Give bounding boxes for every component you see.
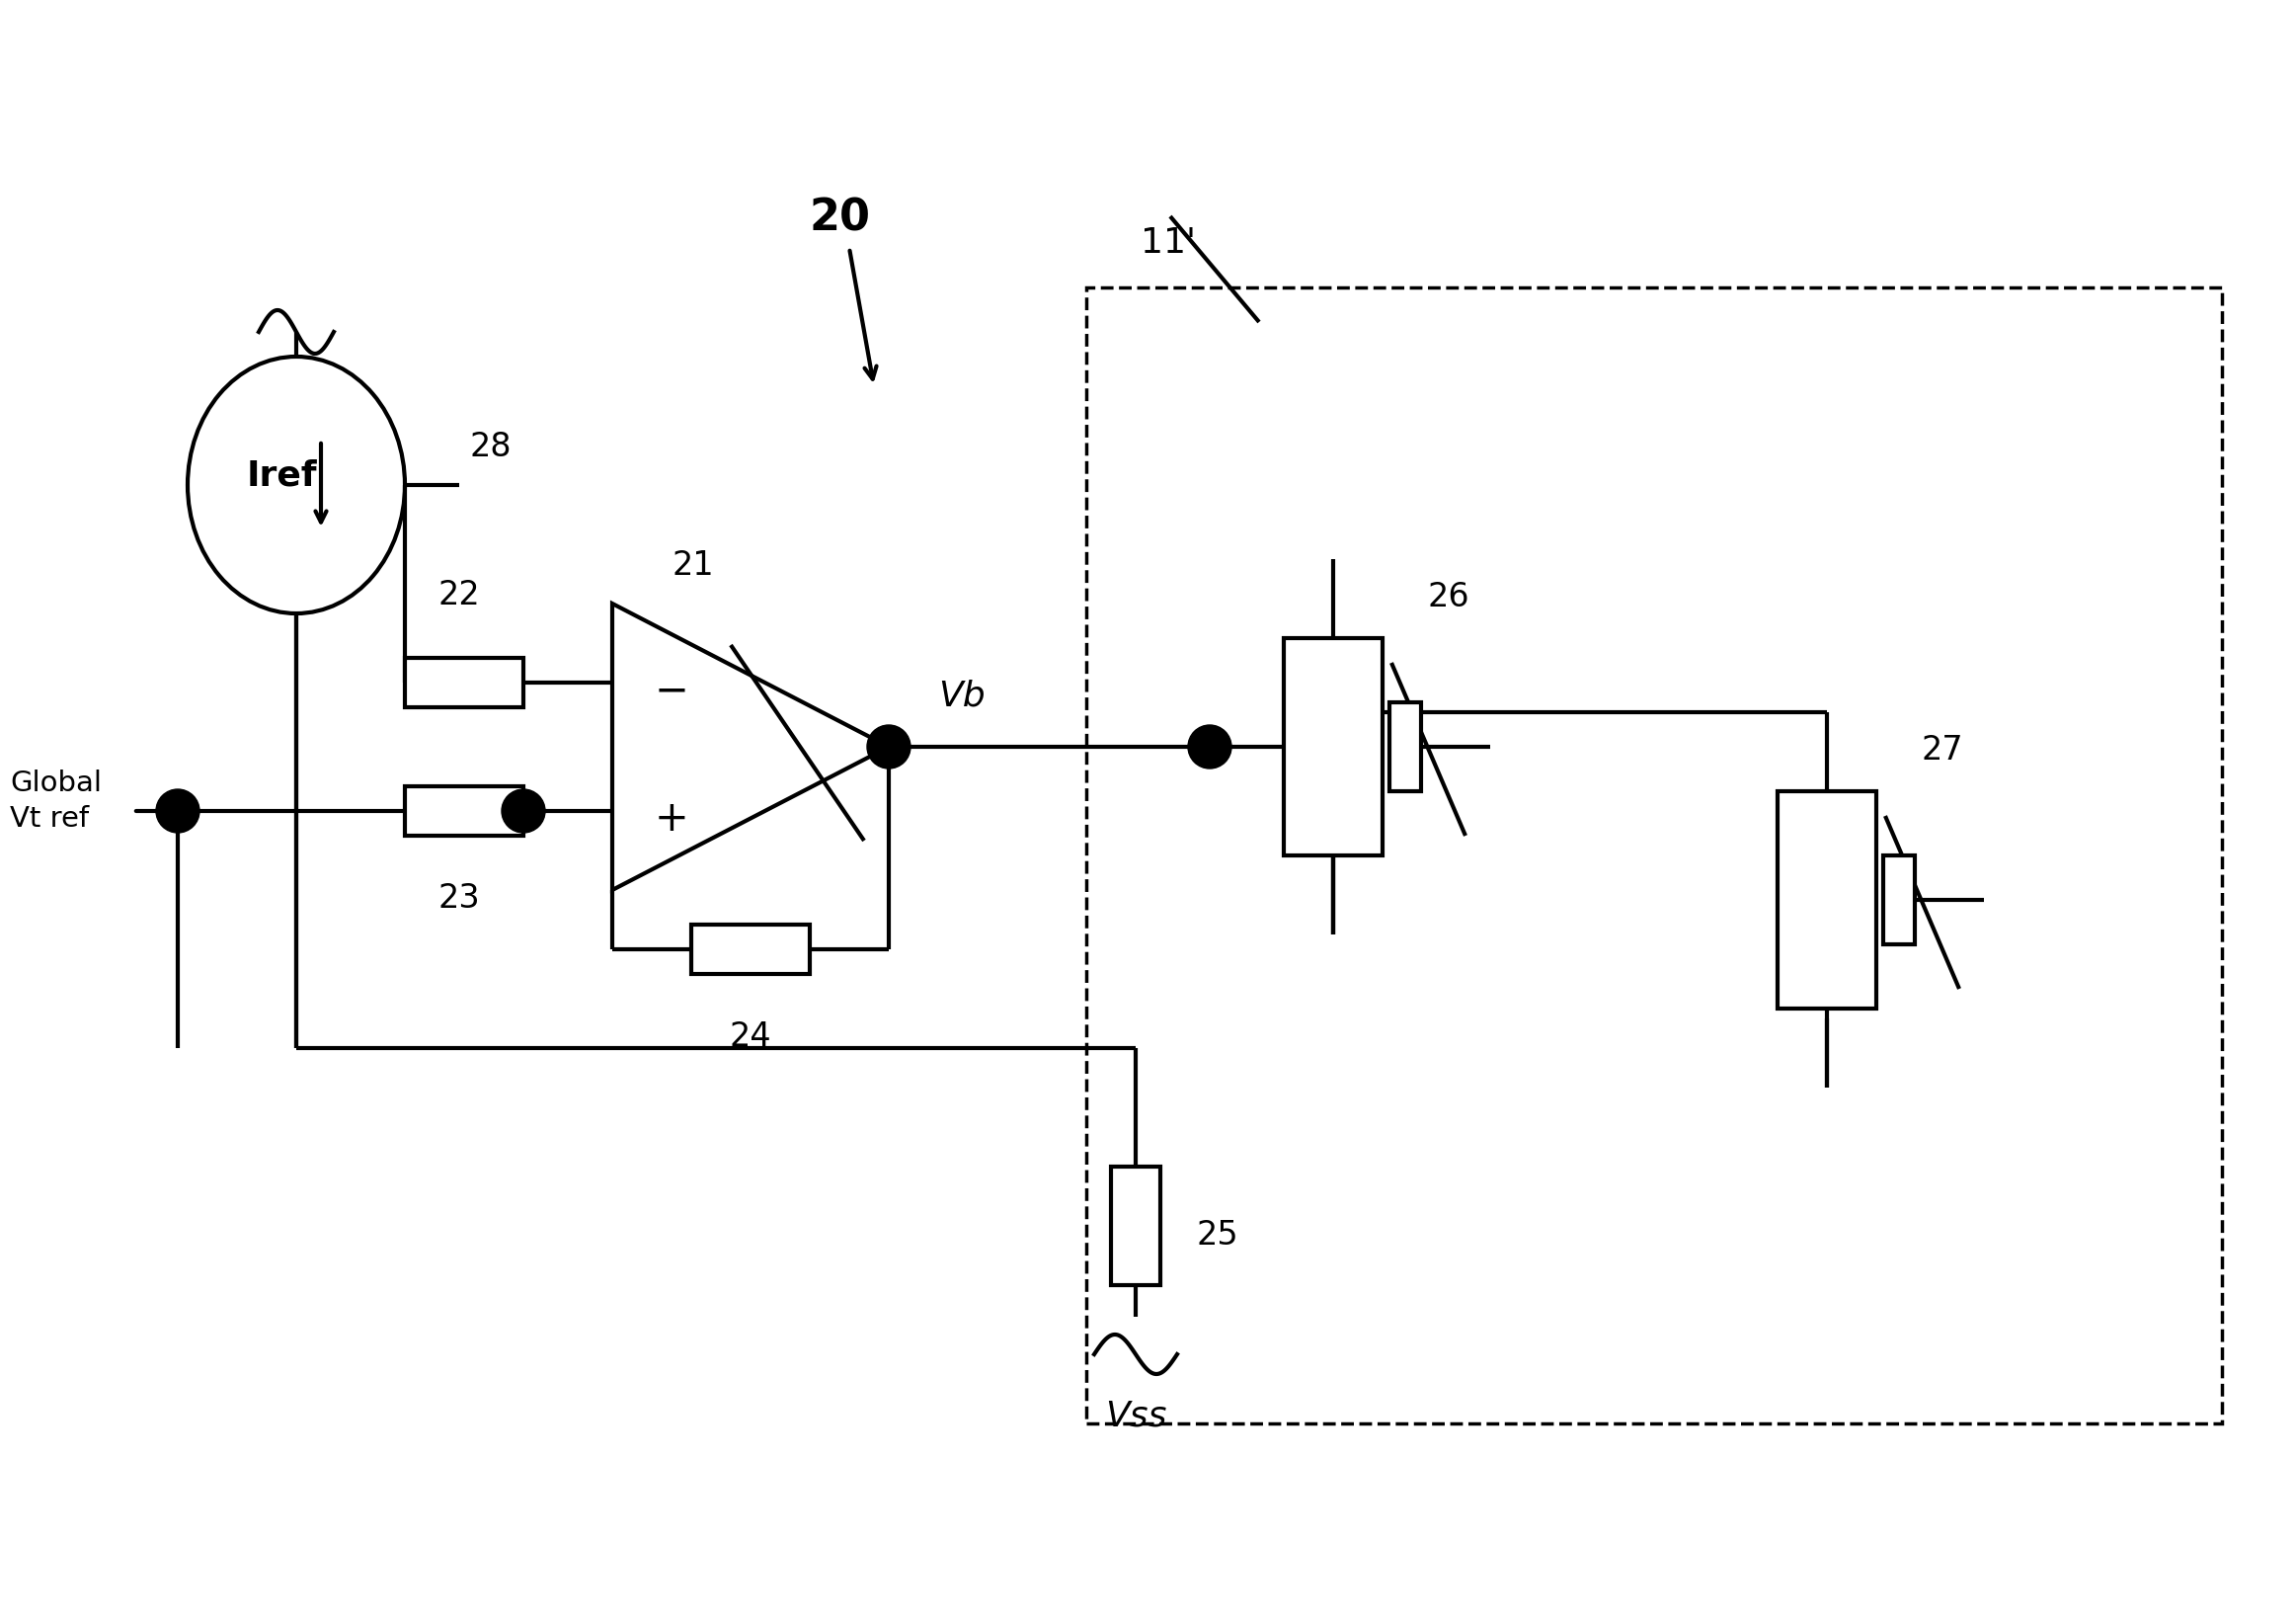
Bar [691, 924, 810, 974]
Circle shape [501, 789, 544, 833]
Bar [1389, 702, 1421, 791]
Text: Vb: Vb [939, 679, 985, 712]
Bar [1111, 1167, 1159, 1285]
Text: $+$: $+$ [654, 798, 687, 840]
Bar [1283, 639, 1382, 856]
Bar [404, 786, 523, 836]
Bar [404, 658, 523, 707]
Text: 21: 21 [670, 550, 714, 582]
Text: 22: 22 [439, 579, 480, 611]
Text: 11': 11' [1141, 227, 1196, 259]
Text: Vss: Vss [1104, 1399, 1166, 1433]
Text: Global
Vt ref: Global Vt ref [9, 768, 101, 833]
Text: 28: 28 [468, 431, 512, 464]
Circle shape [1187, 725, 1231, 768]
Text: Iref: Iref [246, 459, 317, 491]
Text: 25: 25 [1196, 1219, 1240, 1251]
Text: 23: 23 [439, 882, 480, 914]
Text: $-$: $-$ [654, 669, 687, 712]
Bar [1777, 791, 1876, 1008]
Text: 20: 20 [808, 198, 870, 240]
Text: 27: 27 [1922, 734, 1963, 767]
Circle shape [868, 725, 912, 768]
Text: 24: 24 [730, 1020, 771, 1054]
Bar [1086, 287, 2223, 1423]
Bar [1883, 856, 1915, 945]
Text: 26: 26 [1428, 580, 1469, 613]
Circle shape [156, 789, 200, 833]
